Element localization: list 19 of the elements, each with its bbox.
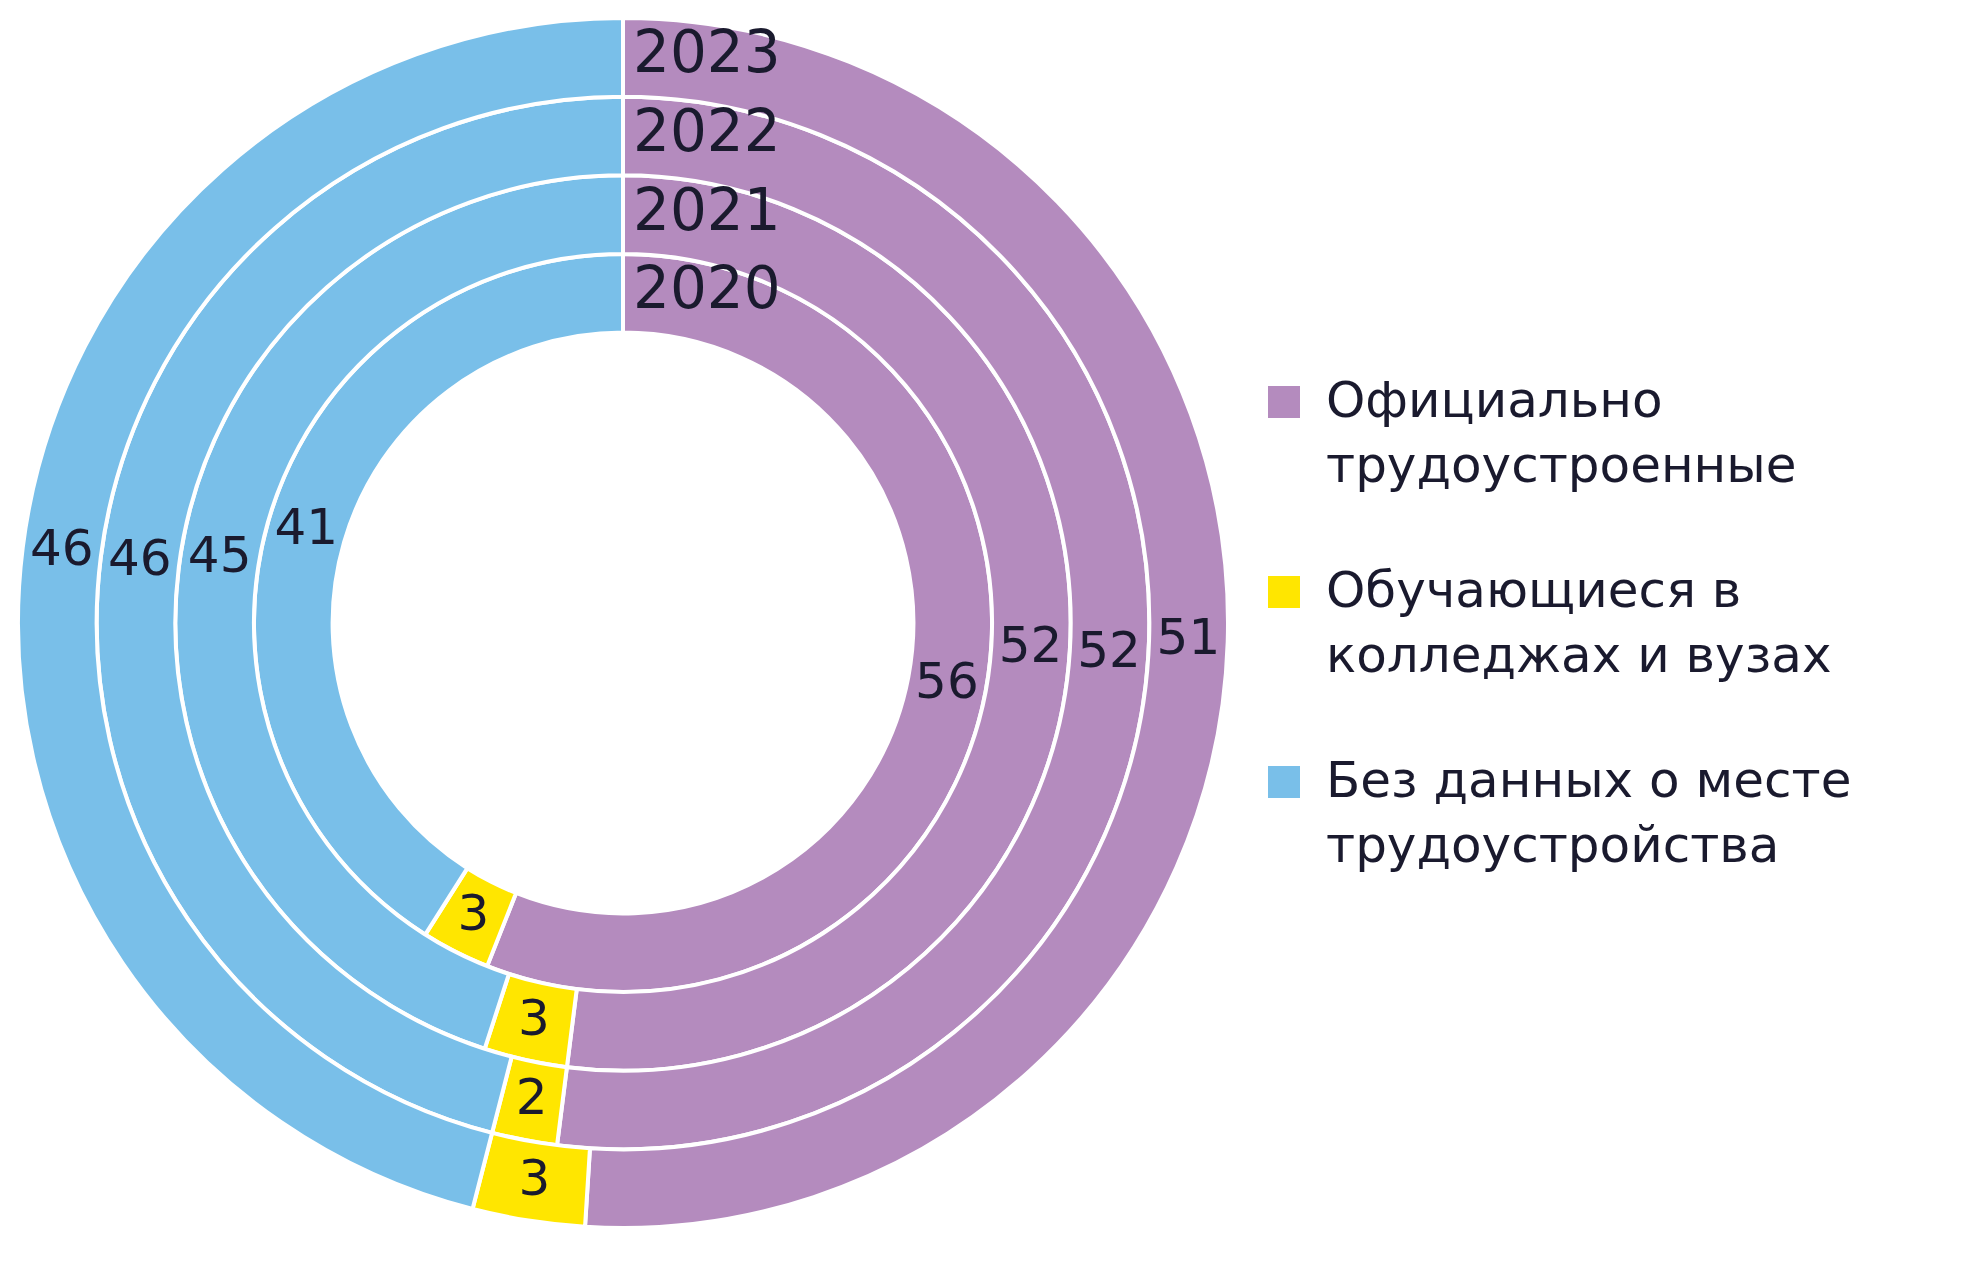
legend-label: Официально трудоустроенные	[1326, 370, 1798, 496]
data-label: 2	[515, 1068, 548, 1127]
slice-label: 2021	[633, 175, 781, 244]
data-label: 46	[29, 519, 94, 578]
slice-label: 2020	[633, 254, 781, 323]
legend-label: Без данных о месте трудоустройства	[1326, 750, 1853, 876]
data-label: 3	[518, 988, 550, 1047]
data-label: 45	[187, 526, 252, 585]
data-label: 56	[915, 651, 979, 710]
data-label: 41	[274, 497, 339, 556]
legend-label: Обучающиеся в колледжах и вузах	[1326, 560, 1833, 686]
data-label: 3	[518, 1148, 551, 1207]
slice-label: 2022	[633, 97, 781, 166]
data-label: 52	[998, 615, 1063, 674]
data-label: 51	[1156, 607, 1221, 666]
slice-label: 2023	[633, 18, 781, 87]
data-label: 46	[108, 528, 172, 587]
data-label: 3	[457, 883, 490, 942]
data-label: 52	[1077, 620, 1141, 679]
